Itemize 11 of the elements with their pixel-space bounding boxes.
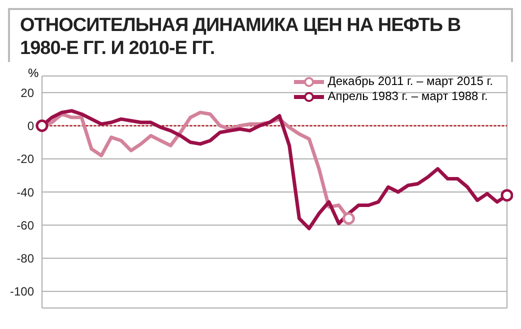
- y-tick-label: -20: [16, 152, 34, 166]
- y-tick-label: -40: [16, 185, 34, 200]
- legend-label: Апрель 1983 г. – март 1988 г.: [328, 89, 488, 104]
- y-tick-label: 0: [27, 118, 34, 133]
- y-tick-label: -100: [10, 284, 34, 299]
- legend-label: Декабрь 2011 г. – март 2015 г.: [328, 74, 493, 89]
- y-tick-label: -80: [16, 252, 34, 266]
- y-axis-title: %: [28, 66, 39, 80]
- chart-title: ОТНОСИТЕЛЬНАЯ ДИНАМИКА ЦЕН НА НЕФТЬ В 1980-Е ГГ. И 2010-Е ГГ.: [8, 8, 513, 62]
- y-tick-label: -60: [16, 218, 34, 232]
- y-tick-label: 20: [20, 86, 34, 100]
